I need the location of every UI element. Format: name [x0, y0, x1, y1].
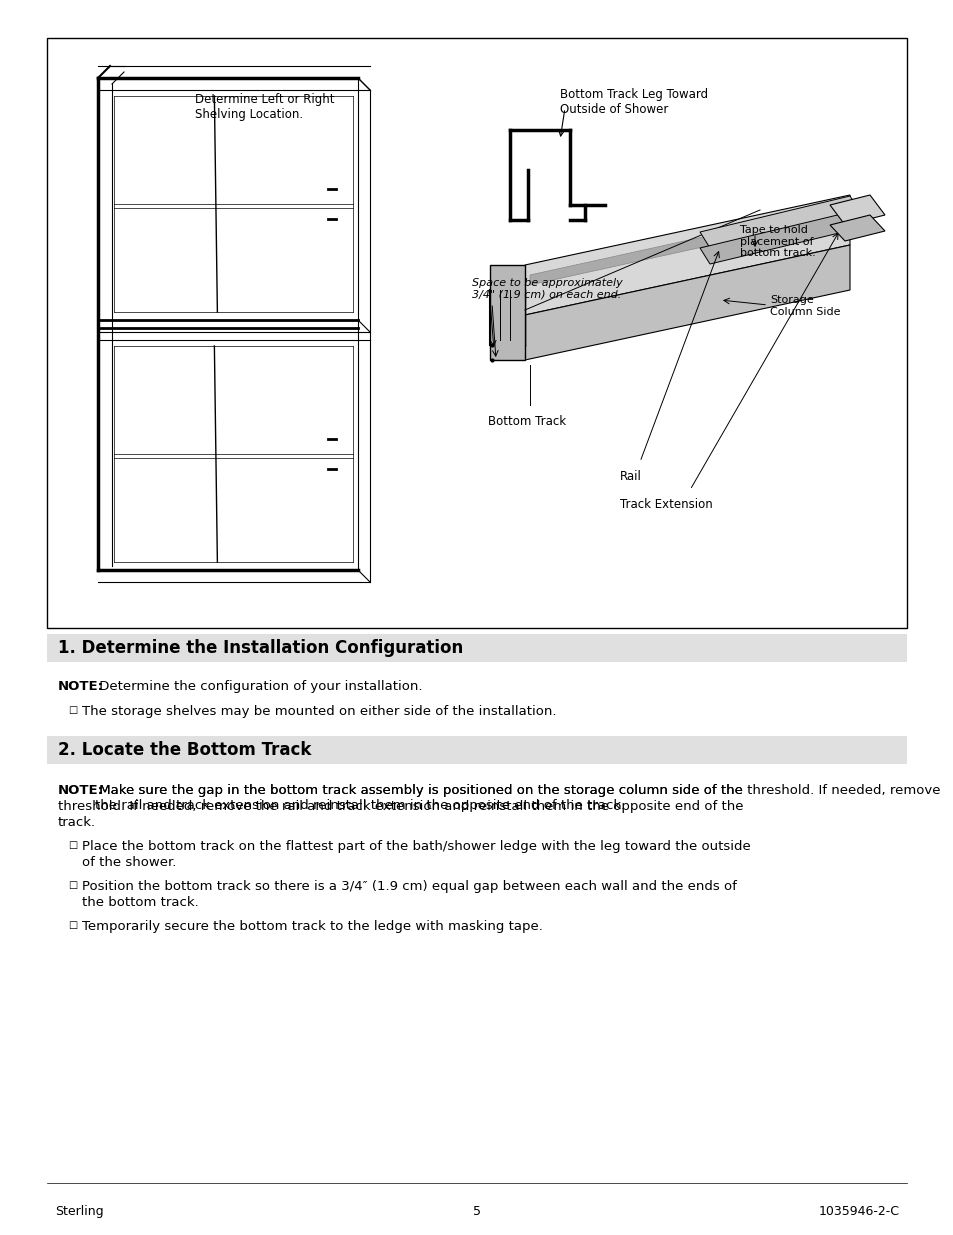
Text: Make sure the gap in the bottom track assembly is positioned on the storage colu: Make sure the gap in the bottom track as…: [95, 784, 742, 797]
Polygon shape: [829, 215, 884, 241]
Text: NOTE:: NOTE:: [58, 680, 104, 693]
Polygon shape: [524, 195, 849, 315]
Text: Bottom Track Leg Toward
Outside of Shower: Bottom Track Leg Toward Outside of Showe…: [559, 88, 707, 116]
Polygon shape: [700, 196, 859, 248]
Polygon shape: [490, 266, 524, 359]
Text: Space to be approximately
3/4" (1.9 cm) on each end.: Space to be approximately 3/4" (1.9 cm) …: [472, 278, 622, 300]
Polygon shape: [829, 195, 884, 225]
Bar: [47, 736, 906, 764]
Text: Track Extension: Track Extension: [619, 498, 712, 511]
Text: Determine the configuration of your installation.: Determine the configuration of your inst…: [95, 680, 422, 693]
Text: track.: track.: [58, 816, 96, 829]
Text: 1. Determine the Installation Configuration: 1. Determine the Installation Configurat…: [58, 638, 463, 657]
Polygon shape: [524, 245, 849, 359]
Text: Bottom Track: Bottom Track: [488, 415, 565, 429]
Text: threshold. If needed, remove the rail and track extension and reinstall them in : threshold. If needed, remove the rail an…: [58, 800, 742, 813]
Text: Tape to hold
placement of
bottom track.: Tape to hold placement of bottom track.: [740, 225, 815, 258]
Polygon shape: [700, 212, 859, 264]
Text: Position the bottom track so there is a 3/4″ (1.9 cm) equal gap between each wal: Position the bottom track so there is a …: [82, 881, 736, 893]
Text: The storage shelves may be mounted on either side of the installation.: The storage shelves may be mounted on ei…: [82, 705, 556, 718]
Text: Rail: Rail: [619, 471, 641, 483]
Text: Make sure the gap in the bottom track assembly is positioned on the storage colu: Make sure the gap in the bottom track as…: [95, 784, 940, 811]
Text: □: □: [68, 840, 77, 850]
Text: Storage
Column Side: Storage Column Side: [769, 295, 840, 316]
Text: NOTE:: NOTE:: [58, 784, 104, 797]
Text: Temporarily secure the bottom track to the ledge with masking tape.: Temporarily secure the bottom track to t…: [82, 920, 542, 932]
Text: 1035946-2-C: 1035946-2-C: [818, 1205, 899, 1218]
Polygon shape: [530, 205, 847, 285]
Text: the bottom track.: the bottom track.: [82, 897, 198, 909]
Text: 2. Locate the Bottom Track: 2. Locate the Bottom Track: [58, 741, 311, 760]
Text: □: □: [68, 920, 77, 930]
Bar: [47, 38, 906, 629]
Text: □: □: [68, 881, 77, 890]
Bar: [47, 634, 906, 662]
Text: Sterling: Sterling: [55, 1205, 104, 1218]
Text: Place the bottom track on the flattest part of the bath/shower ledge with the le: Place the bottom track on the flattest p…: [82, 840, 750, 853]
Text: 5: 5: [473, 1205, 480, 1218]
Text: Determine Left or Right
Shelving Location.: Determine Left or Right Shelving Locatio…: [194, 93, 335, 121]
Text: □: □: [68, 705, 77, 715]
Text: of the shower.: of the shower.: [82, 856, 176, 869]
